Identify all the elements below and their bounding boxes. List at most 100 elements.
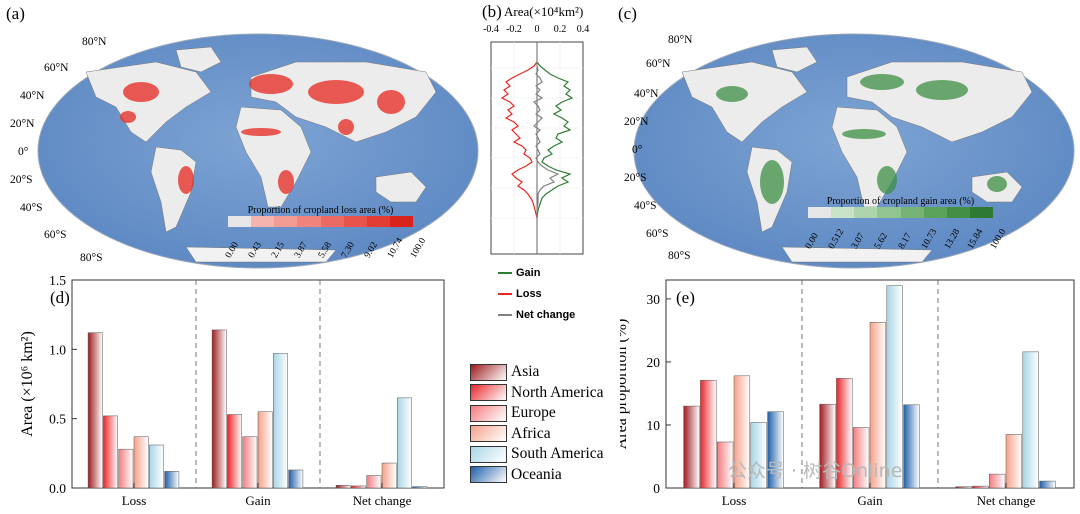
legend-item: Oceania xyxy=(470,465,604,486)
bar-oceania xyxy=(1039,480,1056,489)
legend-label: North America xyxy=(511,383,604,401)
legend-swatch xyxy=(470,466,507,484)
profile-x-tick-label: 0.4 xyxy=(577,24,590,35)
legend-label: South America xyxy=(511,445,604,463)
lat-label: 60°S xyxy=(44,229,67,241)
x-tick-label: Net change xyxy=(353,493,412,508)
lat-label: 0° xyxy=(632,144,643,156)
profile-legend-label: Gain xyxy=(516,266,541,279)
bar-north-america xyxy=(103,415,118,489)
loss-colorbar-bin xyxy=(297,216,321,227)
panel-label-a: (a) xyxy=(6,4,25,23)
legend-label: Africa xyxy=(511,424,551,442)
profile-legend-item: Net change xyxy=(498,304,575,325)
gain-colorbar: Proportion of cropland gain area (%) 0.0… xyxy=(804,196,1008,251)
bar-africa xyxy=(1005,434,1023,489)
gain-colorbar-ticks: 0.00 0.512 3.07 5.62 8.17 10.73 13.28 15.84 100.… xyxy=(804,218,1008,251)
bar-south-america xyxy=(750,422,767,489)
x-tick-label: Loss xyxy=(722,493,747,508)
bar-north-america xyxy=(227,414,242,489)
profile-title: Area(×10⁴km²) xyxy=(504,4,584,19)
loss-colorbar-bin xyxy=(228,216,252,227)
bar-oceania xyxy=(412,486,428,489)
legend-label: Oceania xyxy=(511,465,562,483)
gain-colorbar-bin xyxy=(808,207,832,218)
bar-asia xyxy=(683,405,700,489)
continent-proportion-bar-chart: 0 10 20 30 Area proportion (%) Loss Gain Net ch… xyxy=(620,279,1075,508)
x-tick-label: Gain xyxy=(857,493,883,508)
y-tick-label: 0 xyxy=(653,481,660,496)
x-tick-label: Loss xyxy=(122,493,147,508)
panel-label-e: (e) xyxy=(676,288,695,307)
bar-europe xyxy=(118,448,134,489)
bar-europe xyxy=(242,436,258,489)
profile-x-tick-label: 0 xyxy=(535,24,540,35)
y-tick-label: 1.0 xyxy=(49,342,66,357)
latitude-profile-chart: -0.4 -0.2 0 0.2 0.4 xyxy=(483,24,590,255)
profile-legend-swatch xyxy=(498,271,512,274)
lat-label: 80°S xyxy=(80,252,103,264)
bar-south-america xyxy=(886,285,903,489)
gain-colorbar-bins xyxy=(808,207,993,218)
lat-label: 20°N xyxy=(624,116,649,128)
bar-north-america xyxy=(351,485,366,489)
lat-label: 40°S xyxy=(20,202,43,214)
bar-south-america xyxy=(397,397,412,489)
gain-colorbar-tick-label: 15.84 xyxy=(965,227,986,251)
gain-colorbar-bin xyxy=(854,207,878,218)
bar-europe xyxy=(988,473,1006,489)
bar-north-america xyxy=(836,378,853,489)
gain-colorbar-tick-label: 0.512 xyxy=(827,227,847,251)
lat-label: 80°N xyxy=(82,36,107,48)
legend-item: North America xyxy=(470,383,604,404)
bar-north-america xyxy=(972,485,989,489)
panel-label-d: (d) xyxy=(50,288,70,307)
legend-swatch xyxy=(470,404,507,422)
profile-x-tick-label: -0.4 xyxy=(483,24,499,35)
loss-colorbar-title: Proportion of cropland loss area (%) xyxy=(247,205,394,216)
watermark: 公众号 · 树谷Online xyxy=(728,460,903,482)
bar-asia xyxy=(211,329,227,489)
gain-colorbar-tick-label: 13.28 xyxy=(942,227,963,251)
lat-label: 20°S xyxy=(10,174,33,186)
y-axis-label: Area (×10⁶ km²) xyxy=(19,331,36,437)
lat-label: 60°S xyxy=(646,228,669,240)
gain-profile-line xyxy=(536,61,574,219)
loss-profile-line xyxy=(500,61,538,219)
bar-africa xyxy=(733,375,751,489)
y-tick-label: 0.5 xyxy=(49,412,66,427)
bar-europe xyxy=(716,441,734,489)
legend-swatch xyxy=(470,363,507,381)
y-tick-label: 20 xyxy=(647,355,661,370)
bar-asia xyxy=(335,484,351,489)
legend-swatch xyxy=(470,445,507,463)
loss-colorbar-bin xyxy=(251,216,275,227)
lat-label: 20°N xyxy=(10,118,35,130)
loss-colorbar-tick-label: 10.74 xyxy=(385,236,406,260)
lat-label: 80°S xyxy=(668,250,691,262)
gain-colorbar-bin xyxy=(877,207,901,218)
profile-legend: Gain Loss Net change xyxy=(498,262,575,325)
legend-swatch xyxy=(470,384,507,402)
bar-asia xyxy=(955,486,972,489)
profile-legend-swatch xyxy=(498,292,512,295)
gain-colorbar-bin xyxy=(831,207,855,218)
continent-area-bar-chart: 0.0 0.5 1.0 1.5 Area (×10⁶ km²) Loss Gain Net c… xyxy=(19,274,445,508)
gain-colorbar-tick-label: 10.73 xyxy=(919,227,939,251)
lat-label: 0° xyxy=(18,146,29,158)
gain-colorbar-bin xyxy=(923,207,947,218)
gain-colorbar-bin xyxy=(900,207,924,218)
bar-europe xyxy=(366,475,382,489)
bar-africa xyxy=(257,411,273,489)
profile-x-tick-label: 0.2 xyxy=(554,24,567,35)
loss-colorbar-bin xyxy=(320,216,344,227)
loss-colorbar-bins xyxy=(228,216,413,227)
bar-oceania xyxy=(767,411,784,489)
profile-legend-label: Loss xyxy=(516,287,542,300)
y-tick-label: 10 xyxy=(647,418,661,433)
lat-label: 40°S xyxy=(634,200,657,212)
gain-hotspots xyxy=(716,74,1007,204)
loss-colorbar-bin xyxy=(389,216,413,227)
x-tick-label: Net change xyxy=(977,493,1036,508)
lat-label: 40°N xyxy=(634,88,659,100)
